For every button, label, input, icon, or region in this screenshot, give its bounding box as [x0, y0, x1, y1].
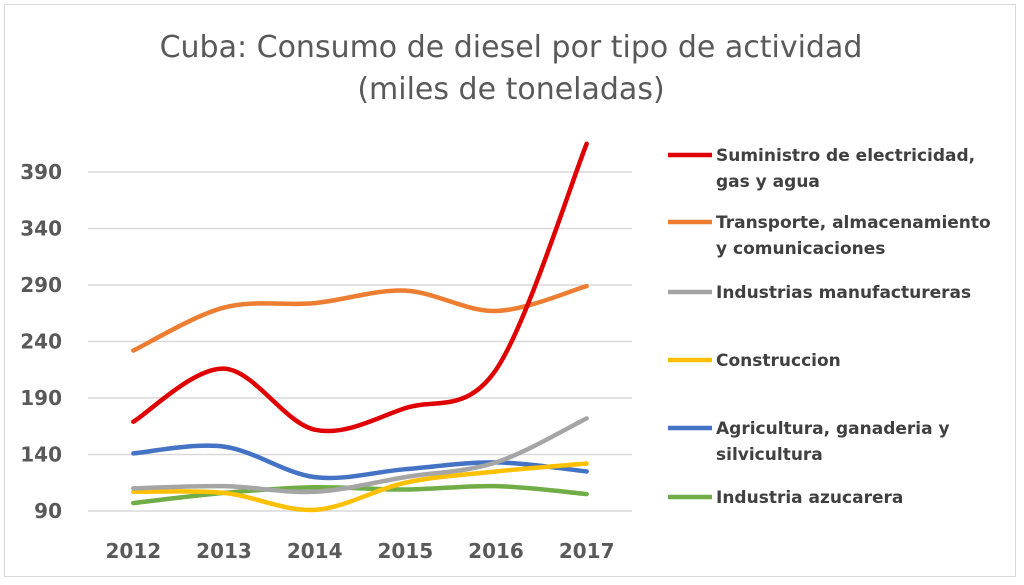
legend-label-agricultura-ganaderia-y-silvicultura: Agricultura, ganaderia y [716, 419, 950, 439]
x-tick-label: 2016 [468, 539, 524, 563]
x-tick-label: 2012 [105, 539, 161, 563]
series-line-transporte-almacenamiento-y-comunicaciones [131, 283, 589, 353]
x-tick-label: 2017 [559, 539, 615, 563]
y-tick-label: 340 [20, 217, 62, 241]
series-line-construccion [131, 461, 589, 513]
legend-label-industria-azucarera: Industria azucarera [716, 488, 903, 508]
y-tick-label: 140 [20, 443, 62, 467]
series-line-industria-azucarera [131, 483, 589, 506]
legend-label-transporte-almacenamiento-y-comunicaciones: Transporte, almacenamiento [716, 213, 991, 233]
legend-label-transporte-almacenamiento-y-comunicaciones: y comunicaciones [716, 239, 885, 259]
y-tick-label: 240 [20, 330, 62, 354]
legend-label-industrias-manufactureras: Industrias manufactureras [716, 283, 971, 303]
x-tick-label: 2013 [196, 539, 252, 563]
chart-title: Cuba: Consumo de diesel por tipo de acti… [5, 27, 1017, 111]
series-line-industrias-manufactureras [131, 416, 589, 495]
series-line-agricultura-ganaderia-y-silvicultura [131, 443, 589, 481]
y-tick-label: 90 [34, 499, 62, 523]
chart-frame: Cuba: Consumo de diesel por tipo de acti… [4, 4, 1016, 577]
legend-label-construccion: Construccion [716, 351, 841, 371]
x-tick-label: 2014 [287, 539, 343, 563]
x-tick-label: 2015 [377, 539, 433, 563]
series-line-suministro-de-electricidad-gas-y-agua [131, 141, 589, 434]
legend-label-suministro-de-electricidad-gas-y-agua: Suministro de electricidad, [716, 146, 975, 166]
chart-title-line2: (miles de toneladas) [357, 72, 665, 107]
chart-title-line1: Cuba: Consumo de diesel por tipo de acti… [159, 30, 863, 65]
y-tick-label: 390 [20, 160, 62, 184]
legend-label-agricultura-ganaderia-y-silvicultura: silvicultura [716, 445, 823, 465]
y-tick-label: 290 [20, 273, 62, 297]
y-tick-label: 190 [20, 386, 62, 410]
legend-label-suministro-de-electricidad-gas-y-agua: gas y agua [716, 172, 820, 192]
